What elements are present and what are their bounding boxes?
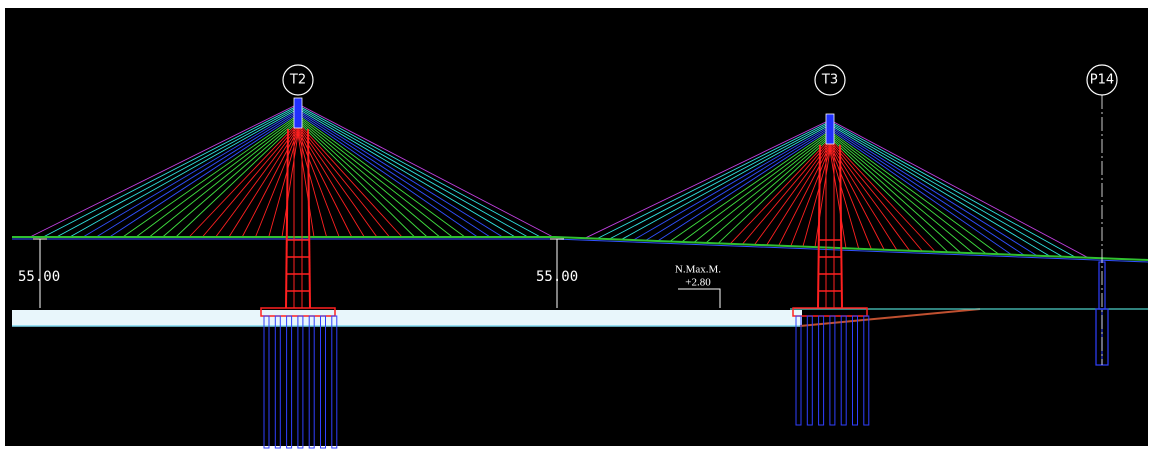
- tower-label: T2: [289, 73, 306, 88]
- canvas: [5, 8, 1148, 446]
- annotation-value: +2.80: [685, 277, 711, 289]
- tower-label: T3: [821, 73, 838, 88]
- tower-label: P14: [1090, 73, 1114, 88]
- bridge-drawing: T2 T3 P14 55.00 55.00 N.Max.M. +2.80: [0, 0, 1153, 454]
- dimension-text: 55.00: [536, 269, 578, 285]
- tower-head: [826, 114, 834, 144]
- water-band: [12, 310, 802, 326]
- tower-head: [294, 98, 302, 128]
- annotation-title: N.Max.M.: [675, 264, 721, 276]
- dimension-text: 55.00: [18, 269, 60, 285]
